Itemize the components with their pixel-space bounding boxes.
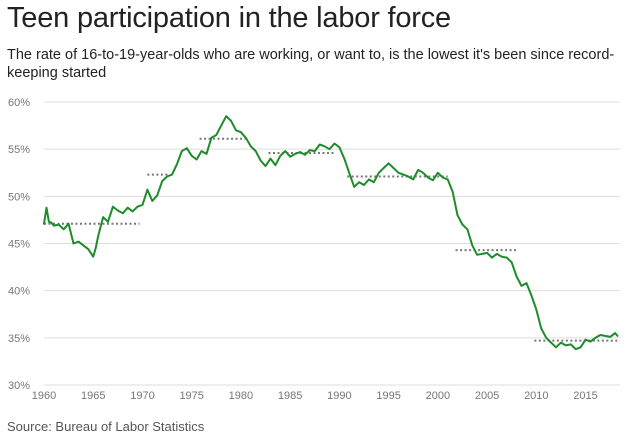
period-averages <box>44 137 620 342</box>
y-tick-label: 40% <box>8 286 30 298</box>
y-tick-label: 50% <box>8 191 30 203</box>
chart-subtitle: The rate of 16-to-19-year-olds who are w… <box>7 47 615 81</box>
chart-title: Teen participation in the labor force <box>7 2 451 34</box>
y-axis-labels: 30% 35% 40% 45% 50% 55% 60% <box>8 97 30 392</box>
y-tick-label: 45% <box>8 239 30 251</box>
x-tick-label: 2010 <box>524 390 548 402</box>
x-tick-label: 1965 <box>81 390 105 402</box>
x-tick-label: 2015 <box>573 390 597 402</box>
source-note: Source: Bureau of Labor Statistics <box>7 419 205 434</box>
x-tick-label: 1960 <box>32 390 56 402</box>
x-axis-labels: 1960 1965 1970 1975 1980 1985 1990 1995 2000 2005… <box>32 390 598 402</box>
x-tick-label: 2005 <box>475 390 499 402</box>
x-tick-label: 1970 <box>130 390 154 402</box>
y-tick-label: 35% <box>8 333 30 345</box>
x-tick-label: 1980 <box>229 390 253 402</box>
grid-lines <box>44 101 620 386</box>
x-tick-label: 1975 <box>179 390 203 402</box>
series-group <box>43 115 619 351</box>
y-tick-label: 60% <box>8 97 30 109</box>
x-tick-label: 1985 <box>278 390 302 402</box>
x-tick-label: 1990 <box>327 390 351 402</box>
x-tick-label: 1995 <box>376 390 400 402</box>
y-tick-label: 30% <box>8 380 30 392</box>
x-tick-label: 2000 <box>426 390 450 402</box>
series-line <box>43 115 619 351</box>
y-tick-label: 55% <box>8 144 30 156</box>
